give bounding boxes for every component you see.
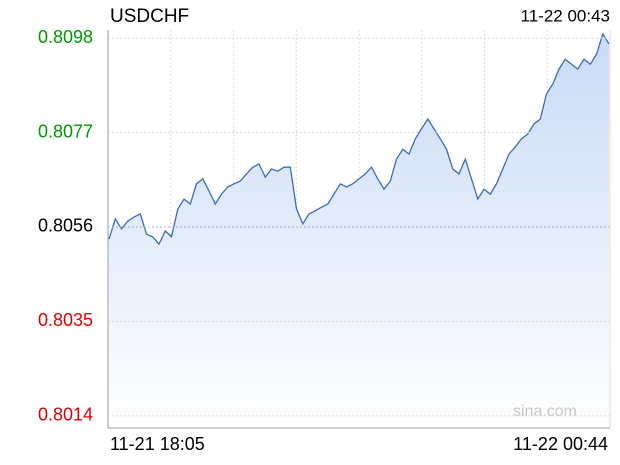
y-tick-label: 0.8077 bbox=[38, 121, 93, 141]
y-tick-label: 0.8056 bbox=[38, 216, 93, 236]
chart-title: USDCHF bbox=[110, 6, 189, 27]
x-tick-label: 11-21 18:05 bbox=[110, 434, 205, 454]
x-tick-label: 11-22 00:44 bbox=[513, 434, 608, 454]
timestamp: 11-22 00:43 bbox=[521, 6, 610, 25]
plot-area bbox=[108, 32, 610, 428]
y-tick-label: 0.8098 bbox=[38, 27, 93, 47]
watermark: sina.com bbox=[513, 403, 577, 420]
price-line bbox=[108, 32, 610, 246]
area bbox=[109, 34, 609, 428]
y-tick-label: 0.8014 bbox=[38, 405, 93, 425]
y-tick-label: 0.8035 bbox=[38, 310, 93, 330]
